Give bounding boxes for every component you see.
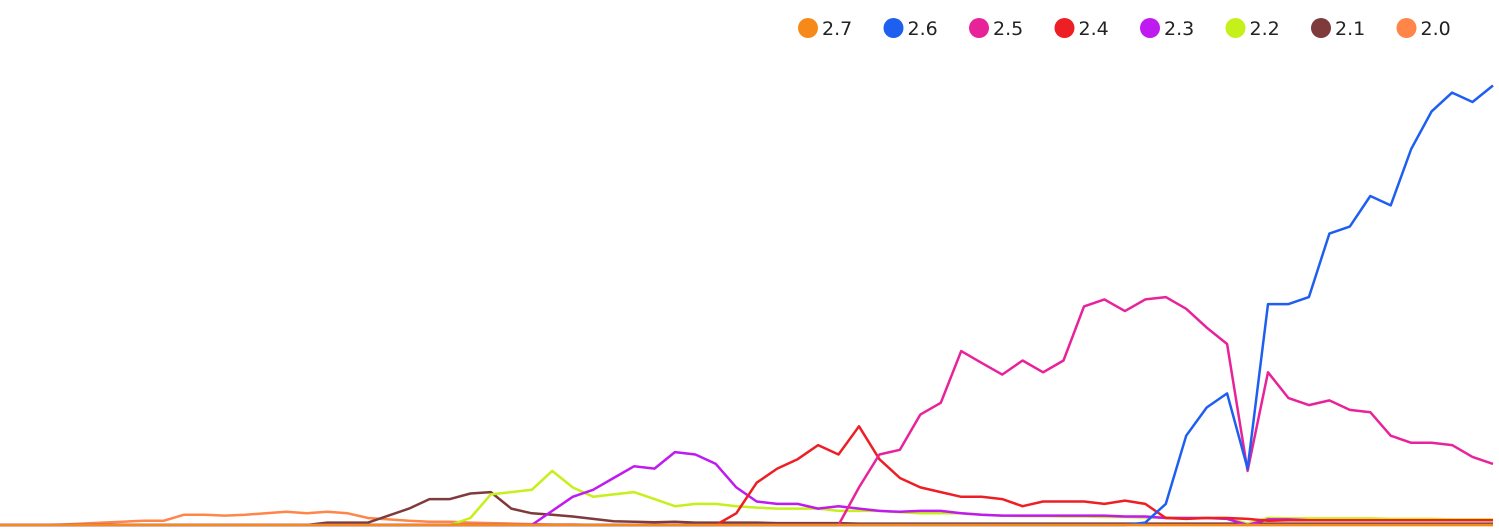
legend-item-2-4[interactable]: 2.4 — [1054, 18, 1109, 40]
legend-label: 2.2 — [1250, 18, 1280, 40]
legend-marker — [1140, 18, 1160, 38]
series-line-2-6 — [0, 84, 1494, 527]
legend: 2.7 2.6 2.5 2.4 2.3 2.2 2.1 2.0 — [798, 18, 1451, 40]
series-line-2-4 — [0, 425, 1493, 527]
legend-item-2-0[interactable]: 2.0 — [1396, 18, 1451, 40]
legend-marker — [969, 18, 989, 38]
legend-marker — [1396, 18, 1417, 38]
legend-marker — [1054, 18, 1075, 38]
legend-item-2-1[interactable]: 2.1 — [1311, 18, 1365, 40]
legend-item-2-3[interactable]: 2.3 — [1140, 18, 1194, 40]
legend-marker — [883, 18, 904, 38]
legend-marker — [1225, 18, 1246, 38]
legend-label: 2.1 — [1335, 18, 1365, 40]
legend-label: 2.5 — [993, 18, 1023, 40]
legend-label: 2.6 — [908, 18, 938, 40]
legend-item-2-7[interactable]: 2.7 — [798, 18, 852, 40]
series-line-2-3 — [0, 450, 1493, 527]
legend-label: 2.7 — [822, 18, 852, 40]
legend-marker — [1311, 18, 1331, 38]
legend-item-2-2[interactable]: 2.2 — [1225, 18, 1280, 40]
legend-marker — [798, 18, 818, 38]
legend-label: 2.3 — [1164, 18, 1194, 40]
legend-label: 2.0 — [1421, 18, 1451, 40]
series-layer — [0, 84, 1494, 527]
series-line-2-5 — [0, 295, 1494, 527]
legend-item-2-6[interactable]: 2.6 — [883, 18, 938, 40]
legend-item-2-5[interactable]: 2.5 — [969, 18, 1023, 40]
legend-label: 2.4 — [1079, 18, 1109, 40]
